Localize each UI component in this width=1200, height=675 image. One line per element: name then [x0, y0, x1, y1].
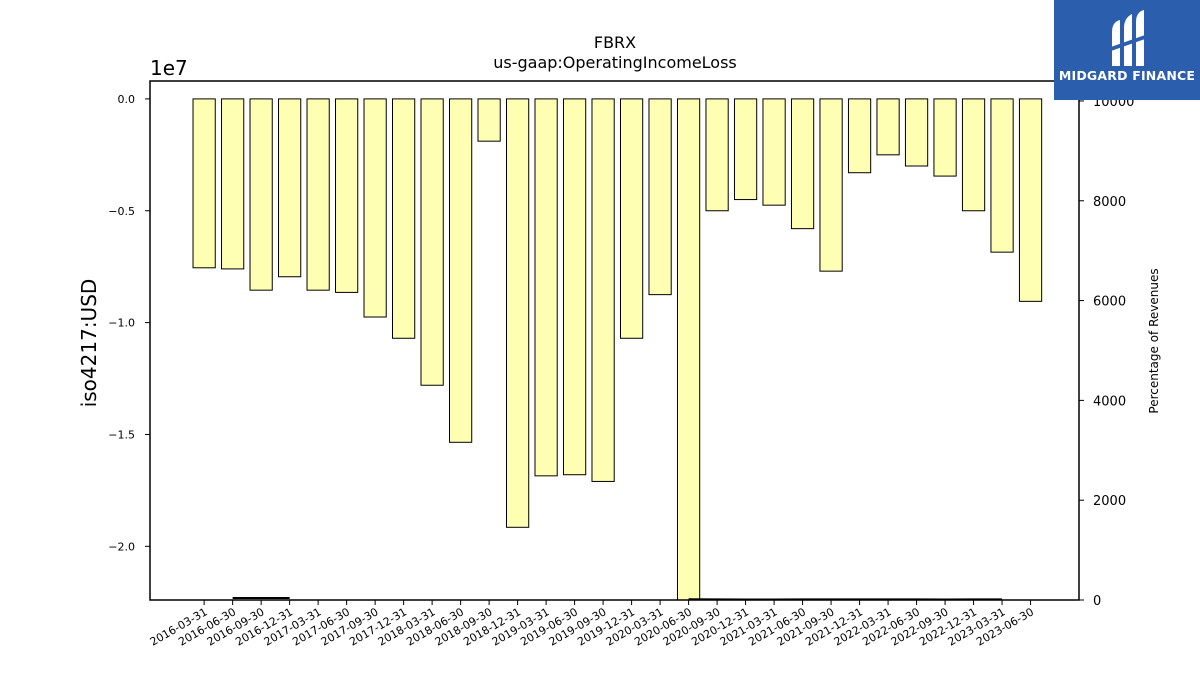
bar-2017-09-30 [363, 98, 387, 318]
bar-2021-12-31 [847, 98, 872, 174]
bar-2016-03-31 [192, 98, 216, 269]
x-axis-ticks: 2016-03-312016-06-302016-09-302016-12-31… [148, 600, 1036, 649]
plot-frame [149, 80, 1080, 601]
bar-2018-06-30 [449, 98, 473, 443]
percentage-lines [232, 597, 1003, 601]
bar-2016-12-31 [278, 98, 302, 278]
y-offset-label: 1e7 [150, 56, 188, 80]
y-axis-label: iso4217:USD [77, 279, 101, 408]
y-axis-ticks: 0.0 −0.5 −1.0 −1.5 −2.0 [108, 93, 150, 553]
bar-2020-03-31 [648, 98, 672, 296]
y2-tick-label: 2000 [1093, 494, 1126, 509]
bar-2019-09-30 [591, 98, 615, 482]
bar-2017-03-31 [306, 98, 330, 291]
y-tick-label: 0.0 [118, 93, 136, 106]
y2-tick-label: 8000 [1093, 195, 1126, 210]
chart-subtitle: us-gaap:OperatingIncomeLoss [493, 53, 737, 72]
bar-2016-09-30 [249, 98, 273, 291]
logo-text: MIDGARD FINANCE [1058, 68, 1196, 83]
bar-2018-03-31 [420, 98, 444, 386]
bar-2019-12-31 [619, 98, 644, 339]
midgard-finance-logo: MIDGARD FINANCE [1054, 0, 1200, 100]
bars [192, 98, 1043, 601]
bar-2016-06-30 [221, 98, 245, 270]
bar-2021-09-30 [819, 98, 843, 272]
y2-tick-label: 0 [1093, 594, 1101, 609]
y-tick-label: −1.5 [108, 428, 135, 441]
bar-2022-06-30 [904, 98, 929, 167]
bar-2022-12-31 [961, 98, 986, 212]
bar-2022-03-31 [876, 98, 900, 156]
bar-2020-06-30 [676, 98, 701, 601]
bar-2020-12-31 [733, 98, 758, 201]
bar-2017-06-30 [335, 98, 359, 293]
bar-2023-06-30 [1018, 98, 1043, 302]
y-tick-label: −0.5 [108, 205, 135, 218]
y2-tick-label: 4000 [1093, 394, 1126, 409]
y-tick-label: −2.0 [108, 540, 135, 553]
bar-2017-12-31 [392, 98, 416, 339]
y2-axis-label: Percentage of Revenues [1147, 268, 1161, 413]
bar-2020-09-30 [705, 98, 729, 212]
y2-tick-label: 6000 [1093, 295, 1126, 310]
y-tick-label: −1.0 [108, 317, 135, 330]
midgard-logo-icon [1108, 10, 1148, 66]
bar-2018-12-31 [505, 98, 530, 528]
bar-2019-06-30 [562, 98, 587, 476]
bar-2022-09-30 [933, 98, 957, 177]
bar-2021-03-31 [762, 98, 786, 206]
chart-title: FBRX [594, 33, 636, 52]
bar-2021-06-30 [790, 98, 815, 230]
bar-2023-03-31 [990, 98, 1014, 253]
bar-2019-03-31 [534, 98, 558, 477]
bar-2018-09-30 [477, 98, 501, 142]
